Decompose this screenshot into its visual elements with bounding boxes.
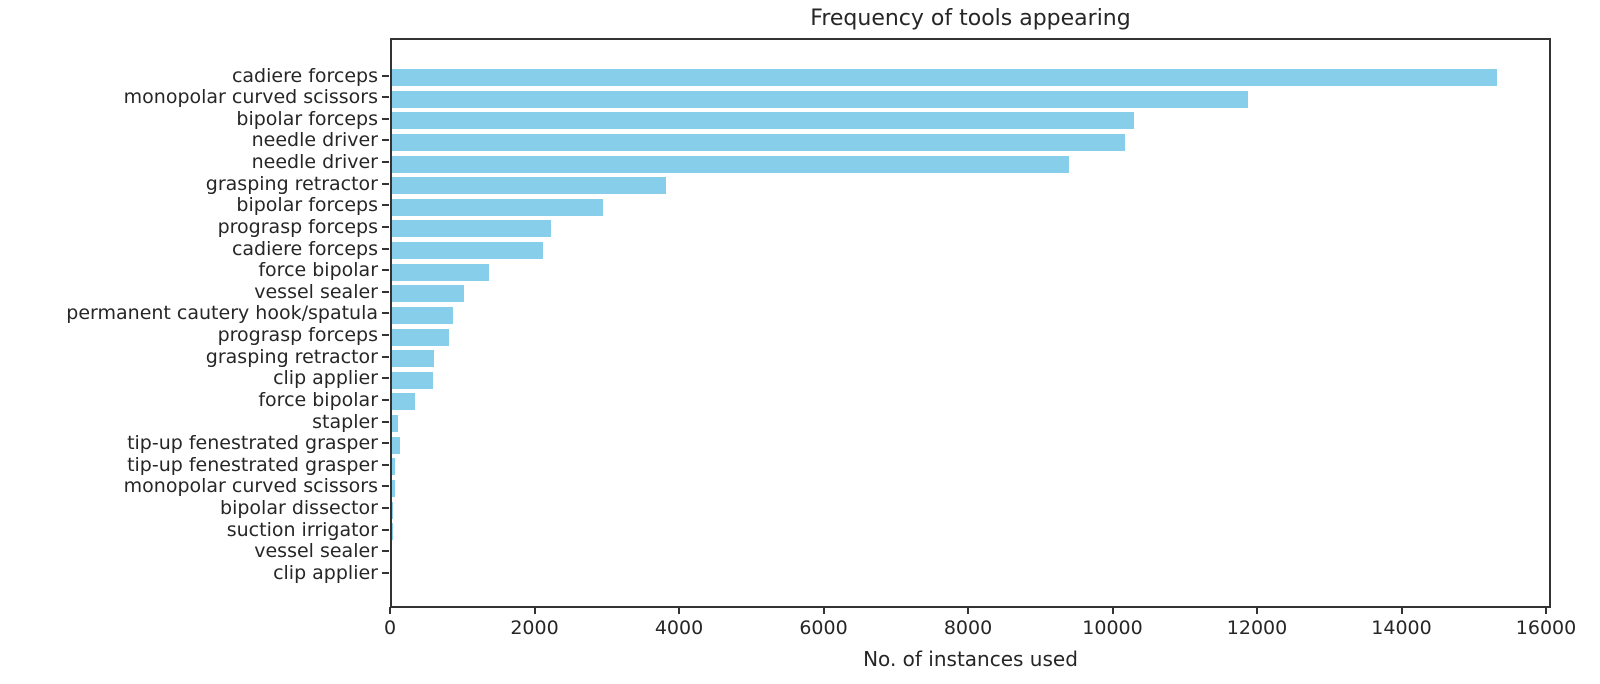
- xtick-label: 10000: [1082, 617, 1143, 639]
- ytick-label: needle driver: [251, 129, 378, 152]
- bar-cadiere-forceps: [392, 69, 1497, 86]
- bar-cadiere-forceps: [392, 242, 543, 260]
- bar-stapler: [392, 415, 398, 433]
- bar-bipolar-dissector: [392, 501, 393, 519]
- ytick-label: monopolar curved scissors: [123, 86, 378, 109]
- ytick-mark: [382, 507, 389, 510]
- ytick-mark: [382, 485, 389, 488]
- x-axis-label: No. of instances used: [863, 647, 1078, 671]
- ytick-mark: [382, 571, 389, 574]
- ytick-mark: [382, 420, 389, 423]
- bar-suction-irrigator: [392, 523, 393, 541]
- xtick-label: 8000: [943, 617, 993, 639]
- ytick-label: needle driver: [251, 151, 378, 174]
- ytick-label: tip-up fenestrated grasper: [127, 453, 378, 476]
- bar-force-bipolar: [392, 263, 489, 281]
- ytick-label: bipolar forceps: [236, 107, 378, 130]
- xtick-label: 16000: [1515, 617, 1577, 639]
- ytick-label: monopolar curved scissors: [123, 475, 378, 498]
- bar-prograsp-forceps: [392, 220, 551, 238]
- xtick-label: 14000: [1371, 617, 1432, 639]
- ytick-mark: [382, 290, 389, 293]
- xtick-mark: [967, 607, 969, 614]
- ytick-label: vessel sealer: [254, 540, 378, 563]
- ytick-mark: [382, 442, 389, 445]
- ytick-label: clip applier: [273, 367, 378, 390]
- bar-bipolar-forceps: [392, 198, 603, 216]
- ytick-label: force bipolar: [258, 388, 378, 411]
- ytick-label: cadiere forceps: [231, 237, 378, 260]
- ytick-label: tip-up fenestrated grasper: [127, 432, 378, 455]
- bar-tip-up-fenestrated-grasper: [392, 458, 395, 476]
- xtick-mark: [1256, 607, 1258, 614]
- xtick-label: 0: [383, 617, 397, 639]
- ytick-mark: [382, 225, 389, 228]
- xtick-mark: [533, 607, 536, 614]
- xtick-mark: [822, 607, 825, 614]
- ytick-label: grasping retractor: [205, 172, 378, 195]
- ytick-label: prograsp forceps: [217, 324, 378, 347]
- ytick-label: bipolar dissector: [220, 497, 378, 520]
- xtick-label: 2000: [510, 617, 559, 639]
- ytick-mark: [382, 355, 389, 358]
- bar-prograsp-forceps: [392, 328, 449, 346]
- xtick-label: 4000: [654, 617, 704, 639]
- xtick-mark: [1400, 607, 1403, 614]
- plot-area: [390, 38, 1551, 608]
- ytick-label: vessel sealer: [254, 280, 378, 303]
- ytick-mark: [382, 182, 389, 185]
- ytick-label: suction irrigator: [226, 518, 378, 541]
- ytick-mark: [382, 74, 389, 77]
- ytick-label: grasping retractor: [205, 345, 378, 368]
- bar-force-bipolar: [392, 393, 415, 411]
- ytick-mark: [382, 528, 389, 531]
- chart-title: Frequency of tools appearing: [810, 6, 1131, 31]
- bar-needle-driver: [392, 155, 1069, 173]
- ytick-mark: [382, 312, 389, 315]
- ytick-label: prograsp forceps: [217, 215, 378, 238]
- ytick-mark: [382, 247, 389, 250]
- bar-monopolar-curved-scissors: [392, 90, 1248, 108]
- bar-permanent-cautery-hook-spatula: [392, 306, 453, 324]
- bar-bipolar-forceps: [392, 112, 1134, 130]
- ytick-mark: [382, 161, 389, 164]
- ytick-mark: [382, 377, 389, 380]
- xtick-mark: [1111, 607, 1114, 614]
- bar-grasping-retractor: [392, 350, 434, 368]
- bar-vessel-sealer: [392, 285, 464, 303]
- xtick-mark: [678, 607, 680, 614]
- ytick-mark: [382, 334, 389, 337]
- ytick-label: permanent cautery hook/spatula: [66, 302, 378, 325]
- bar-needle-driver: [392, 133, 1125, 151]
- ytick-label: stapler: [312, 410, 378, 433]
- ytick-label: bipolar forceps: [236, 194, 378, 217]
- bar-clip-applier: [392, 371, 433, 389]
- bar-monopolar-curved-scissors: [392, 479, 395, 497]
- xtick-label: 6000: [799, 617, 848, 639]
- ytick-mark: [382, 96, 389, 99]
- xtick-mark: [389, 607, 391, 614]
- ytick-label: clip applier: [273, 561, 378, 584]
- ytick-mark: [382, 463, 389, 466]
- ytick-label: force bipolar: [258, 259, 378, 282]
- ytick-mark: [382, 204, 389, 207]
- ytick-mark: [382, 398, 389, 401]
- ytick-mark: [382, 269, 389, 272]
- xtick-mark: [1545, 607, 1547, 614]
- bar-tip-up-fenestrated-grasper: [392, 436, 400, 454]
- ytick-label: cadiere forceps: [231, 64, 378, 87]
- ytick-mark: [382, 117, 389, 120]
- xtick-label: 12000: [1226, 617, 1288, 639]
- ytick-mark: [382, 139, 389, 142]
- ytick-mark: [382, 550, 389, 553]
- bar-grasping-retractor: [392, 177, 666, 195]
